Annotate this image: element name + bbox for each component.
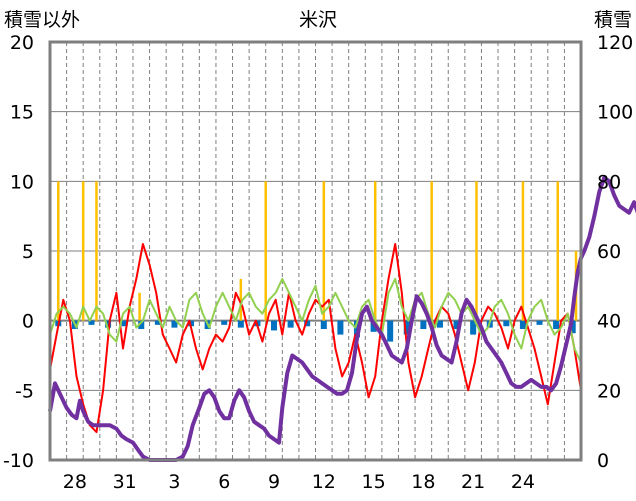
bar-mark <box>519 320 526 330</box>
bar-mark <box>430 181 433 321</box>
bar-mark <box>88 320 95 325</box>
left-tick-label: -5 <box>15 380 34 402</box>
bar-mark <box>453 320 460 330</box>
x-tick-label: 15 <box>361 471 385 493</box>
bar-mark <box>81 181 85 321</box>
chart-title: 米沢 <box>299 9 337 31</box>
bar-mark <box>337 320 344 335</box>
bar-mark <box>138 292 141 321</box>
left-tick-label: 10 <box>10 171 34 193</box>
bar-mark <box>322 181 326 321</box>
bar-mark <box>556 181 560 321</box>
right-tick-label: 20 <box>597 380 621 402</box>
x-tick-label: 9 <box>268 471 280 493</box>
x-axis-ticks: 28 31 3 6 9 12 15 18 21 24 <box>63 471 535 493</box>
x-tick-label: 28 <box>63 471 87 493</box>
plot-frame <box>48 40 583 462</box>
bar-mark <box>387 320 394 342</box>
bar-mark <box>320 320 327 330</box>
bar-mark <box>503 320 510 327</box>
left-axis-title: 積雪以外 <box>4 9 80 31</box>
x-tick-label: 31 <box>113 471 137 493</box>
bar-mark <box>475 181 478 321</box>
right-axis-ticks: 0 20 40 60 80 100 120 <box>597 32 633 472</box>
right-tick-label: 60 <box>597 241 621 263</box>
left-axis-ticks: -10 -5 0 5 10 15 20 <box>3 32 34 472</box>
right-tick-label: 80 <box>597 171 621 193</box>
bar-mark <box>95 181 98 321</box>
right-axis-title: 積雪 <box>594 9 632 31</box>
bar-mark <box>403 320 410 335</box>
bar-mark <box>171 320 178 328</box>
bar-mark <box>138 320 145 330</box>
left-tick-label: 15 <box>10 102 34 124</box>
bar-mark <box>553 320 560 330</box>
x-tick-label: 21 <box>461 471 485 493</box>
x-tick-label: 12 <box>312 471 336 493</box>
left-tick-label: 20 <box>10 32 34 54</box>
left-tick-label: 0 <box>22 311 34 333</box>
bar-mark <box>237 320 244 328</box>
x-tick-label: 18 <box>411 471 435 493</box>
bar-mark <box>420 320 427 330</box>
series-line-1 <box>49 277 582 363</box>
bar-mark <box>304 320 311 327</box>
x-tick-label: 24 <box>511 471 535 493</box>
x-tick-label: 3 <box>168 471 180 493</box>
bar-mark <box>521 181 525 321</box>
bar-mark <box>221 320 228 325</box>
bar-mark <box>373 181 377 321</box>
bar-mark <box>121 320 128 327</box>
right-tick-label: 0 <box>597 450 609 472</box>
right-tick-label: 40 <box>597 311 621 333</box>
left-tick-label: 5 <box>22 241 34 263</box>
right-tick-label: 120 <box>597 32 633 54</box>
bar-mark <box>105 320 112 328</box>
bar-mark <box>57 181 60 321</box>
grid <box>50 41 581 461</box>
bar-mark <box>264 181 267 321</box>
bar-mark <box>239 278 243 321</box>
bar-mark <box>271 320 278 331</box>
bar-mark <box>470 320 477 335</box>
x-tick-label: 6 <box>218 471 230 493</box>
bar-mark <box>436 320 443 328</box>
bar-mark <box>154 320 161 325</box>
bar-mark <box>287 320 294 328</box>
bar-mark <box>536 320 543 325</box>
right-tick-label: 100 <box>597 102 633 124</box>
bar-mark <box>569 320 576 334</box>
left-tick-label: -10 <box>3 450 34 472</box>
